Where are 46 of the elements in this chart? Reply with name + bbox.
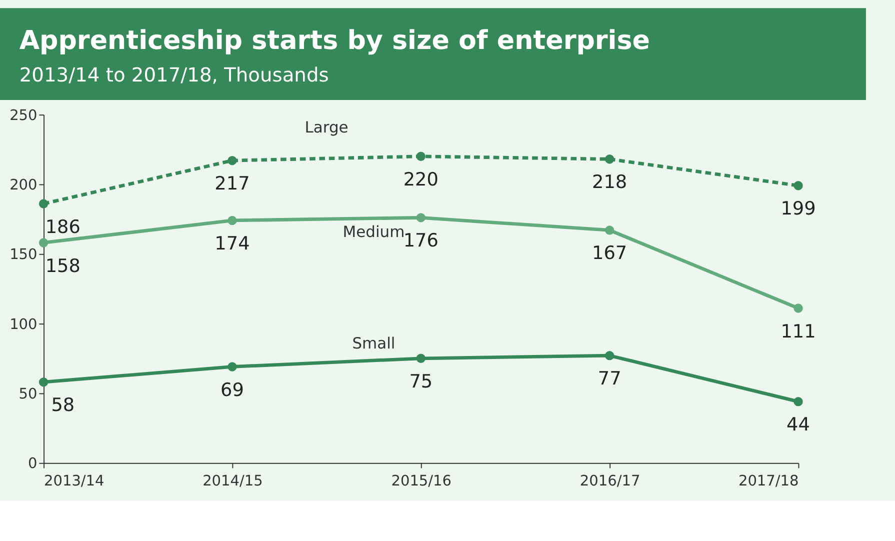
point [794, 181, 803, 190]
series-label: Small [352, 334, 396, 353]
point [604, 226, 614, 235]
data-label: 69 [220, 380, 244, 401]
data-label: 75 [409, 371, 433, 392]
chart-subtitle: 2013/14 to 2017/18, Thousands [19, 64, 329, 87]
data-label: 186 [45, 216, 80, 238]
chart-title: Apprenticeship starts by size of enterprise [19, 26, 650, 56]
point [228, 216, 237, 226]
point [604, 351, 614, 360]
data-label: 220 [403, 169, 438, 190]
point [38, 238, 48, 248]
point [38, 199, 48, 208]
data-label: 176 [403, 230, 438, 252]
data-label: 217 [214, 174, 250, 195]
point [794, 304, 803, 313]
point [228, 362, 237, 372]
y-tick-label: 150 [10, 247, 38, 264]
y-tick-label: 0 [28, 456, 38, 472]
x-tick-label: 2013/14 [44, 474, 104, 490]
data-label: 218 [592, 172, 628, 194]
y-tick-label: 200 [10, 178, 38, 194]
point [794, 396, 803, 406]
x-tick-label: 2015/16 [391, 474, 452, 490]
x-tick-label: 2016/17 [580, 474, 640, 490]
point [416, 354, 426, 363]
y-tick-label: 100 [10, 316, 38, 333]
x-tick-label: 2014/15 [202, 474, 263, 490]
series-label: Medium [342, 223, 405, 242]
point [416, 213, 426, 222]
point [38, 377, 48, 387]
x-tick-label: 2017/18 [738, 474, 799, 490]
data-label: 111 [780, 321, 816, 342]
y-tick-label: 50 [18, 386, 38, 403]
data-label: 167 [592, 243, 628, 264]
data-label: 174 [214, 233, 250, 254]
point [604, 154, 614, 164]
data-label: 44 [786, 414, 810, 436]
data-label: 158 [45, 256, 80, 277]
series-label: Large [304, 118, 348, 137]
data-label: 77 [598, 368, 622, 390]
point [228, 156, 237, 166]
data-label: 199 [780, 198, 816, 220]
y-tick-label: 250 [10, 108, 38, 124]
point [416, 152, 426, 161]
data-label: 58 [51, 395, 75, 416]
